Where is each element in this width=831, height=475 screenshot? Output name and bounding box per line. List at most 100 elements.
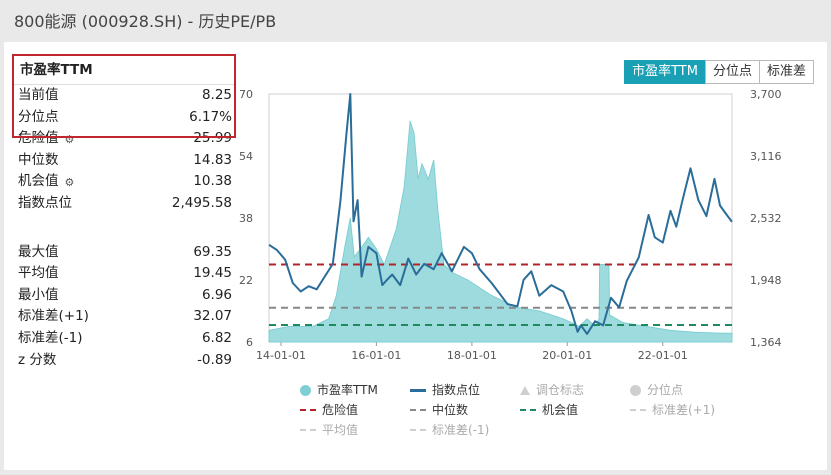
y-left-tick-label: 54 (239, 150, 253, 163)
x-tick-label: 22-01-01 (638, 349, 688, 362)
legend-label: 中位数 (432, 403, 469, 417)
legend-item[interactable]: 机会值 (520, 400, 630, 420)
window-title: 800能源 (000928.SH) - 历史PE/PB (14, 12, 277, 31)
legend-item[interactable]: 调仓标志 (520, 380, 630, 400)
legend-item[interactable]: 分位点 (630, 380, 740, 400)
stat-label-text: 平均值 (18, 265, 59, 282)
stat-value: 19.45 (193, 265, 232, 282)
stat-value: -0.89 (197, 351, 232, 368)
pe-index-chart: 6 22 38 54 70 1,364 1,948 2,532 3,116 3,700 14-01-… (239, 88, 782, 362)
legend-label: 危险值 (322, 403, 359, 417)
legend-row: 危险值 中位数 机会值 标准差(+1) (300, 400, 740, 420)
stat-value: 25.99 (193, 130, 232, 147)
legend-label: 平均值 (322, 423, 359, 437)
legend-row: 平均值 标准差(-1) (300, 420, 740, 440)
legend-item[interactable]: 中位数 (410, 400, 520, 420)
stat-value: 8.25 (201, 87, 232, 103)
tab-pe-ttm[interactable]: 市盈率TTM (624, 60, 706, 84)
stat-label-text: 标准差(+1) (18, 308, 89, 325)
stat-label-text: 当前值 (18, 87, 59, 103)
legend-swatch-dash-icon (410, 429, 426, 431)
summary-row: z 分数 -0.89 (14, 350, 236, 372)
legend-swatch-circle-icon (630, 384, 641, 396)
stat-label: 中位数 (18, 150, 59, 172)
stat-label-text: 危险值 (18, 130, 59, 147)
stat-label-text: 标准差(-1) (18, 329, 83, 346)
stats-table: 市盈率TTM 当前值 8.25 分位点 6.17% 危险值 ⚙ 25.99 中位数 14.83 机… (14, 56, 236, 371)
stat-label-text: 最大值 (18, 243, 59, 260)
legend-label: 标准差(-1) (432, 423, 490, 437)
stat-value: 32.07 (193, 308, 232, 325)
summary-row: 平均值 19.45 (14, 263, 236, 285)
y-left-tick-label: 38 (239, 212, 253, 225)
legend-swatch-dash-icon (520, 409, 536, 411)
legend-item[interactable]: 危险值 (300, 400, 410, 420)
stat-row: 危险值 ⚙ 25.99 (14, 128, 236, 150)
stat-label: z 分数 (18, 350, 56, 372)
tab-std-dev[interactable]: 标准差 (758, 60, 814, 84)
stat-label: 危险值 ⚙ (18, 128, 76, 150)
y-right-tick-label: 3,700 (750, 88, 782, 101)
stat-label: 最大值 (18, 242, 59, 264)
stat-row: 机会值 ⚙ 10.38 (14, 171, 236, 193)
stat-row: 分位点 6.17% (14, 107, 236, 129)
stat-label: 机会值 ⚙ (18, 171, 76, 193)
gear-icon[interactable]: ⚙ (64, 176, 75, 190)
main-panel: 市盈率TTM 当前值 8.25 分位点 6.17% 危险值 ⚙ 25.99 中位数 14.83 机… (4, 42, 827, 470)
legend-swatch-dash-icon (300, 409, 316, 411)
summary-row: 标准差(-1) 6.82 (14, 328, 236, 350)
index-line (268, 93, 733, 335)
legend-row: 市盈率TTM 指数点位 调仓标志 分位点 (300, 380, 740, 400)
x-tick-label: 16-01-01 (351, 349, 401, 362)
stat-label-text: 中位数 (18, 151, 59, 168)
legend-item[interactable]: 市盈率TTM (300, 380, 410, 400)
legend-label: 标准差(+1) (652, 403, 716, 417)
legend-swatch-dash-icon (410, 409, 426, 411)
x-tick-label: 14-01-01 (256, 349, 306, 362)
legend-label: 调仓标志 (536, 383, 585, 397)
stat-label: 指数点位 (18, 193, 72, 215)
stat-label-text: z 分数 (18, 351, 57, 368)
legend-label: 分位点 (647, 383, 684, 397)
legend-item[interactable]: 指数点位 (410, 380, 520, 400)
stat-label: 分位点 (18, 107, 59, 129)
stat-value: 6.82 (201, 329, 232, 346)
legend-label: 指数点位 (432, 383, 481, 397)
gear-icon[interactable]: ⚙ (64, 133, 75, 147)
y-left-tick-label: 70 (239, 88, 253, 101)
legend-swatch-triangle-icon (520, 385, 530, 395)
legend-item[interactable]: 标准差(-1) (410, 420, 520, 440)
stat-label-text: 分位点 (18, 108, 59, 125)
stat-row: 中位数 14.83 (14, 150, 236, 172)
summary-row: 最小值 6.96 (14, 285, 236, 307)
tab-percentile[interactable]: 分位点 (704, 60, 760, 84)
legend-swatch-line-icon (410, 388, 426, 392)
stat-label: 平均值 (18, 263, 59, 285)
stat-value: 10.38 (193, 173, 232, 190)
metric-tabs: 市盈率TTM 分位点 标准差 (624, 60, 814, 84)
y-right-tick-label: 1,364 (750, 336, 782, 349)
stat-row: 当前值 8.25 (14, 85, 236, 107)
stat-label: 标准差(+1) (18, 306, 89, 328)
stat-value: 6.17% (189, 108, 232, 125)
summary-row: 标准差(+1) 32.07 (14, 306, 236, 328)
legend-label: 机会值 (542, 403, 579, 417)
stat-value: 69.35 (193, 243, 232, 260)
stat-value: 14.83 (193, 151, 232, 168)
legend-swatch-circle-icon (300, 384, 311, 396)
stats-header: 市盈率TTM (14, 56, 236, 85)
stat-label-text: 指数点位 (18, 194, 72, 211)
pe-ttm-area (268, 120, 733, 343)
y-right-tick-label: 2,532 (750, 212, 782, 225)
y-right-tick-label: 3,116 (750, 150, 782, 163)
stat-value: 2,495.58 (171, 194, 232, 211)
summary-row: 最大值 69.35 (14, 242, 236, 264)
stat-row: 指数点位 2,495.58 (14, 193, 236, 215)
legend-item[interactable]: 标准差(+1) (630, 400, 740, 420)
x-tick-label: 18-01-01 (447, 349, 497, 362)
stat-value: 6.96 (201, 286, 232, 303)
stat-label: 当前值 (18, 85, 59, 107)
y-left-tick-label: 22 (239, 274, 253, 287)
x-tick-label: 20-01-01 (542, 349, 592, 362)
legend-item[interactable]: 平均值 (300, 420, 410, 440)
